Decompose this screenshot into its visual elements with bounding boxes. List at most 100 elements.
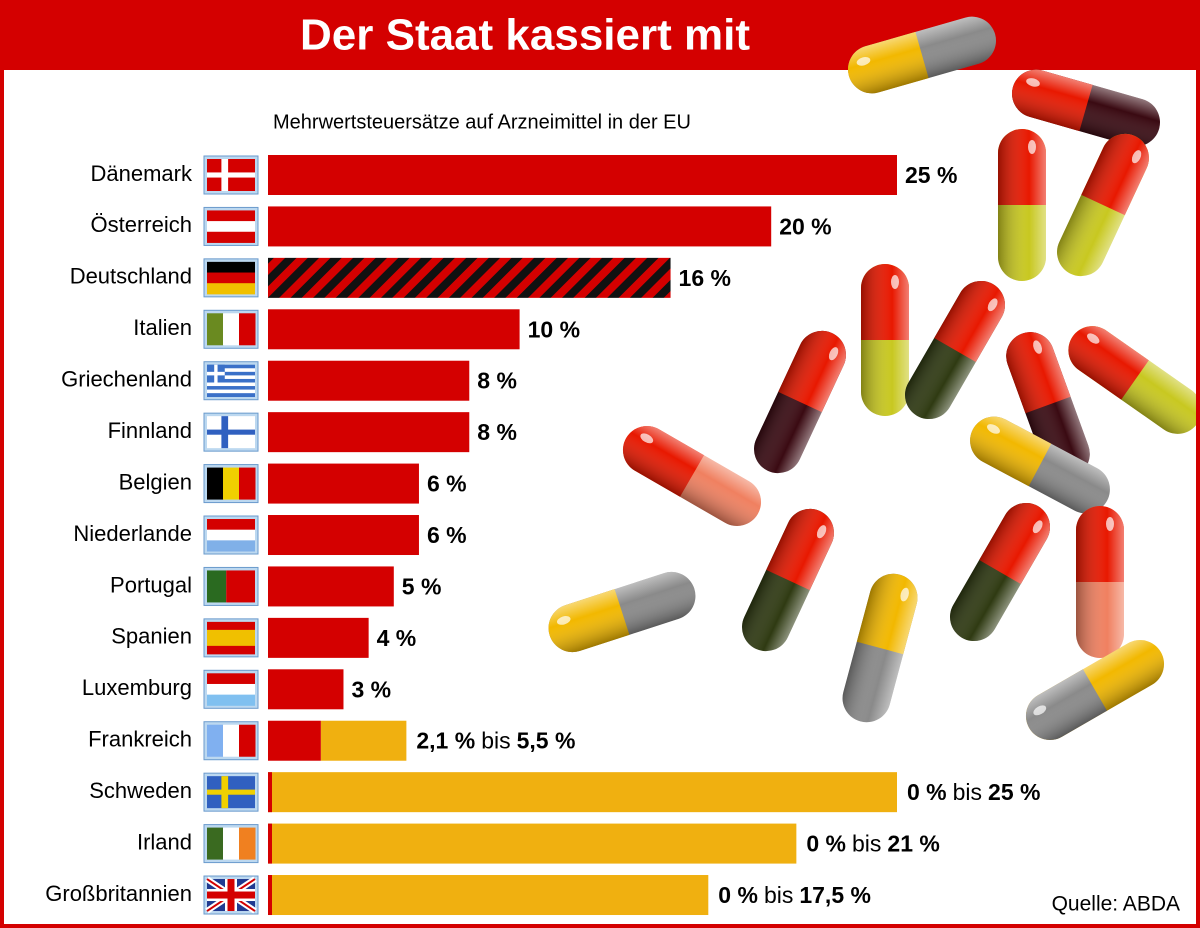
bar xyxy=(268,566,394,607)
value-label: 5 % xyxy=(402,574,442,600)
pill-shine xyxy=(861,264,909,416)
value-label-min: 2,1 % xyxy=(416,728,475,754)
pill xyxy=(861,264,909,416)
pill xyxy=(905,280,1005,420)
pill-shine xyxy=(1068,326,1200,434)
pill-shine xyxy=(1057,133,1149,277)
flag-stripe xyxy=(239,467,256,500)
value-label-min: 8 % xyxy=(477,419,517,445)
pill xyxy=(998,129,1046,281)
value-label: 6 % xyxy=(427,522,467,548)
pill xyxy=(1006,332,1090,478)
pill-highlight xyxy=(556,616,571,625)
pill-shine xyxy=(998,129,1046,281)
flag-stripe xyxy=(207,393,255,398)
flag-stripe xyxy=(207,210,255,222)
pill-highlight xyxy=(1106,517,1114,531)
value-label: 6 % xyxy=(427,471,467,497)
pill xyxy=(742,508,834,652)
value-label-min: 0 % xyxy=(907,779,947,805)
flag-stripe xyxy=(207,386,255,390)
bar xyxy=(268,206,772,247)
value-label: 20 % xyxy=(779,214,831,240)
flag-stripe xyxy=(207,382,255,387)
pill-highlight xyxy=(987,298,998,312)
value-label: 4 % xyxy=(377,625,417,651)
pill-shine xyxy=(848,16,996,94)
flag-stripe xyxy=(207,694,255,706)
source: Quelle: ABDA xyxy=(1052,893,1180,916)
flag-stripe xyxy=(207,629,255,639)
bar xyxy=(268,360,470,401)
pill xyxy=(950,502,1050,642)
range-bar xyxy=(268,772,897,813)
value-label-min: 8 % xyxy=(477,368,517,394)
range-bar xyxy=(268,823,797,864)
value-label-max: 21 % xyxy=(887,831,939,857)
flag-stripe xyxy=(207,283,255,295)
flag-stripe xyxy=(207,364,255,369)
pill-shine xyxy=(1012,69,1160,147)
pill-shine xyxy=(842,573,918,723)
pill-highlight xyxy=(1087,333,1100,344)
value-label-max: 25 % xyxy=(988,779,1040,805)
pill-highlight xyxy=(828,347,839,361)
pill xyxy=(1025,640,1165,740)
pill-highlight xyxy=(1026,78,1040,87)
flag-stripe xyxy=(207,313,224,346)
bar xyxy=(268,515,419,556)
value-label-max: 17,5 % xyxy=(799,882,871,908)
flag-stripe xyxy=(207,272,255,284)
value-label-min: 0 % xyxy=(718,882,758,908)
pill xyxy=(1068,326,1200,434)
range-connector: bis xyxy=(953,779,982,805)
pill-shine xyxy=(970,416,1110,514)
flag-stripe xyxy=(226,570,255,603)
flag-stripe xyxy=(207,673,255,685)
value-label-min: 5 % xyxy=(402,574,442,600)
pill xyxy=(1076,506,1124,658)
pill-highlight xyxy=(1131,150,1142,164)
range-bar xyxy=(320,720,407,761)
pill-shine xyxy=(742,508,834,652)
value-label-min: 3 % xyxy=(351,676,391,702)
value-label-min: 20 % xyxy=(779,214,831,240)
chart-subtitle: Mehrwertsteuersätze auf Arzneimittel in … xyxy=(273,111,691,133)
category-label: Österreich xyxy=(91,212,192,237)
flag-cross xyxy=(207,172,255,178)
range-connector: bis xyxy=(764,882,793,908)
category-label: Deutschland xyxy=(70,264,192,289)
bar xyxy=(268,720,321,761)
category-label: Spanien xyxy=(111,624,192,649)
value-label-min: 16 % xyxy=(679,265,731,291)
flag-cross xyxy=(207,891,255,899)
bar xyxy=(268,617,369,658)
flag-stripe xyxy=(207,724,224,757)
flag-stripe xyxy=(207,683,255,696)
value-label: 0 % bis 21 % xyxy=(806,831,939,857)
category-label: Irland xyxy=(137,829,192,854)
pill xyxy=(548,571,696,653)
value-label: 25 % xyxy=(905,162,957,188)
bar xyxy=(268,309,520,350)
pill xyxy=(848,16,996,94)
pill-highlight xyxy=(900,587,909,602)
pill-highlight xyxy=(640,433,654,444)
flag-stripe xyxy=(207,371,255,376)
flag-stripe xyxy=(239,313,256,346)
category-label: Niederlande xyxy=(73,521,192,546)
pill-highlight xyxy=(1032,520,1043,534)
pill-shine xyxy=(622,426,762,526)
pill-shine xyxy=(1025,640,1165,740)
category-label: Dänemark xyxy=(91,161,193,186)
bar xyxy=(268,823,272,864)
range-connector: bis xyxy=(481,728,510,754)
bar xyxy=(268,155,897,195)
flag-stripe xyxy=(223,313,240,346)
pill xyxy=(622,426,762,526)
category-label: Belgien xyxy=(119,469,192,494)
flag-stripe xyxy=(207,375,255,380)
title-banner xyxy=(0,0,1200,70)
category-label: Frankreich xyxy=(88,727,192,752)
